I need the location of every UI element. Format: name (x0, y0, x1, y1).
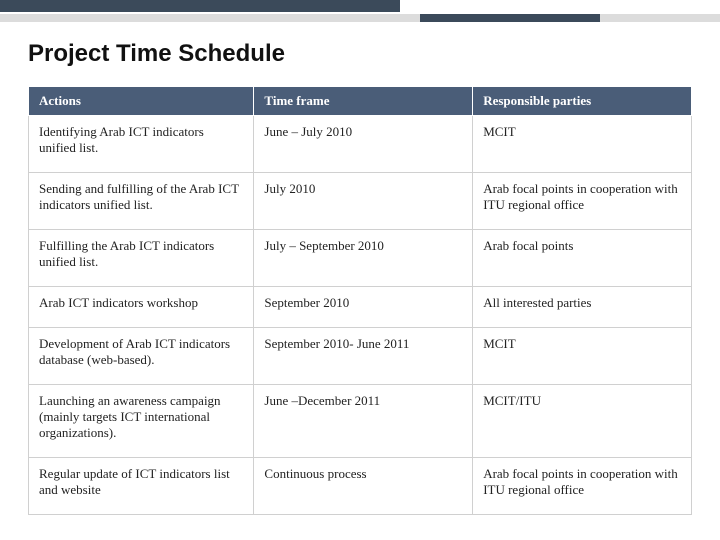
schedule-table: Actions Time frame Responsible parties I… (28, 86, 692, 515)
table-row: Identifying Arab ICT indicators unified … (29, 116, 692, 173)
table-cell: September 2010- June 2011 (254, 328, 473, 385)
table-row: Arab ICT indicators workshopSeptember 20… (29, 287, 692, 328)
table-header-row: Actions Time frame Responsible parties (29, 87, 692, 116)
table-cell: June –December 2011 (254, 385, 473, 458)
col-responsible: Responsible parties (473, 87, 692, 116)
table-row: Launching an awareness campaign (mainly … (29, 385, 692, 458)
table-cell: Development of Arab ICT indicators datab… (29, 328, 254, 385)
table-cell: Arab ICT indicators workshop (29, 287, 254, 328)
table-cell: Continuous process (254, 458, 473, 515)
table-cell: July 2010 (254, 173, 473, 230)
table-cell: Arab focal points in cooperation with IT… (473, 173, 692, 230)
table-cell: July – September 2010 (254, 230, 473, 287)
col-timeframe: Time frame (254, 87, 473, 116)
table-row: Development of Arab ICT indicators datab… (29, 328, 692, 385)
table-row: Sending and fulfilling of the Arab ICT i… (29, 173, 692, 230)
top-decoration (0, 0, 720, 28)
table-cell: June – July 2010 (254, 116, 473, 173)
table-cell: Sending and fulfilling of the Arab ICT i… (29, 173, 254, 230)
page-title: Project Time Schedule (28, 40, 692, 68)
deco-bar-dark-2 (420, 14, 600, 22)
table-cell: MCIT (473, 328, 692, 385)
content-area: Project Time Schedule Actions Time frame… (0, 28, 720, 515)
table-row: Regular update of ICT indicators list an… (29, 458, 692, 515)
table-cell: Arab focal points (473, 230, 692, 287)
col-actions: Actions (29, 87, 254, 116)
deco-bar-dark (0, 0, 400, 12)
table-cell: Identifying Arab ICT indicators unified … (29, 116, 254, 173)
table-body: Identifying Arab ICT indicators unified … (29, 116, 692, 515)
table-cell: September 2010 (254, 287, 473, 328)
table-cell: MCIT (473, 116, 692, 173)
table-row: Fulfilling the Arab ICT indicators unifi… (29, 230, 692, 287)
table-cell: Launching an awareness campaign (mainly … (29, 385, 254, 458)
table-cell: MCIT/ITU (473, 385, 692, 458)
table-cell: All interested parties (473, 287, 692, 328)
table-cell: Regular update of ICT indicators list an… (29, 458, 254, 515)
table-cell: Arab focal points in cooperation with IT… (473, 458, 692, 515)
table-cell: Fulfilling the Arab ICT indicators unifi… (29, 230, 254, 287)
deco-bar-gray (0, 14, 720, 22)
